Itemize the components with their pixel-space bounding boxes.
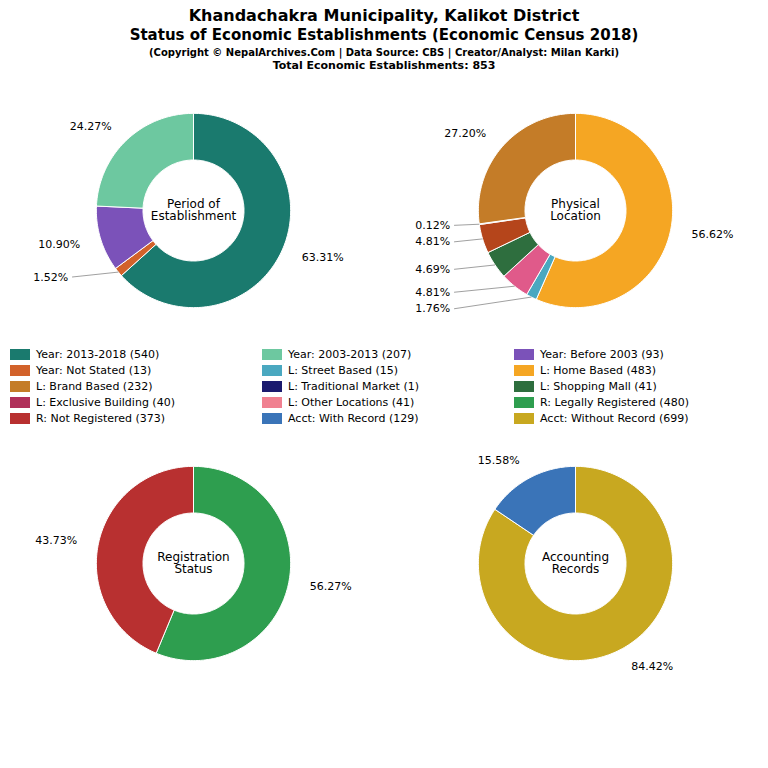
svg-text:43.73%: 43.73% [35, 534, 77, 547]
svg-text:4.81%: 4.81% [415, 286, 450, 299]
html-text:Year: 2013-2018 (540): Year: 2013-2018 (540) [36, 348, 160, 361]
svg-text:1.52%: 1.52% [33, 271, 68, 284]
html-text:R: Legally Registered (480): R: Legally Registered (480) [540, 396, 689, 409]
html-text:R: Not Registered (373): R: Not Registered (373) [36, 412, 166, 425]
html-text:Total Economic Establishments:: Total Economic Establishments: 853 [272, 59, 496, 72]
svg-text:1.76%: 1.76% [415, 302, 450, 315]
html-text:Year: Before 2003 (93): Year: Before 2003 (93) [540, 348, 664, 361]
html-text:Acct: With Record (129): Acct: With Record (129) [288, 412, 419, 425]
svg-text:Period ofEstablishment: Period ofEstablishment [151, 197, 237, 223]
svg-text:15.58%: 15.58% [478, 454, 520, 467]
html-text:L: Traditional Market (1): L: Traditional Market (1) [288, 380, 419, 393]
html-text:L: Street Based (15): L: Street Based (15) [288, 364, 399, 377]
svg-text:4.81%: 4.81% [415, 235, 450, 248]
svg-text:24.27%: 24.27% [70, 120, 112, 133]
html-text:(Copyright © NepalArchives.Com: (Copyright © NepalArchives.Com | Data So… [149, 47, 619, 58]
html-text:L: Shopping Mall (41): L: Shopping Mall (41) [540, 380, 657, 393]
svg-text:56.62%: 56.62% [691, 228, 733, 241]
svg-text:10.90%: 10.90% [38, 238, 80, 251]
html-text:L: Home Based (483): L: Home Based (483) [540, 364, 657, 377]
svg-text:PhysicalLocation: PhysicalLocation [550, 197, 601, 223]
svg-text:63.31%: 63.31% [302, 251, 344, 264]
html-text:L: Brand Based (232): L: Brand Based (232) [36, 380, 153, 393]
svg-text:56.27%: 56.27% [310, 580, 352, 593]
html-text:Khandachakra Municipality, Kal: Khandachakra Municipality, Kalikot Distr… [188, 6, 580, 25]
html-text:L: Other Locations (41): L: Other Locations (41) [288, 396, 415, 409]
svg-text:84.42%: 84.42% [631, 660, 673, 673]
html-text:Year: 2003-2013 (207): Year: 2003-2013 (207) [288, 348, 412, 361]
html-text:Acct: Without Record (699): Acct: Without Record (699) [540, 412, 689, 425]
svg-text:0.12%: 0.12% [415, 219, 450, 232]
svg-text:27.20%: 27.20% [444, 127, 486, 140]
html-text:Year: Not Stated (13): Year: Not Stated (13) [36, 364, 152, 377]
html-text:Status of Economic Establishme: Status of Economic Establishments (Econo… [129, 26, 639, 44]
svg-text:4.69%: 4.69% [415, 263, 450, 276]
html-text:L: Exclusive Building (40): L: Exclusive Building (40) [36, 396, 175, 409]
svg-text:RegistrationStatus: RegistrationStatus [157, 550, 229, 576]
svg-text:AccountingRecords: AccountingRecords [542, 550, 609, 576]
